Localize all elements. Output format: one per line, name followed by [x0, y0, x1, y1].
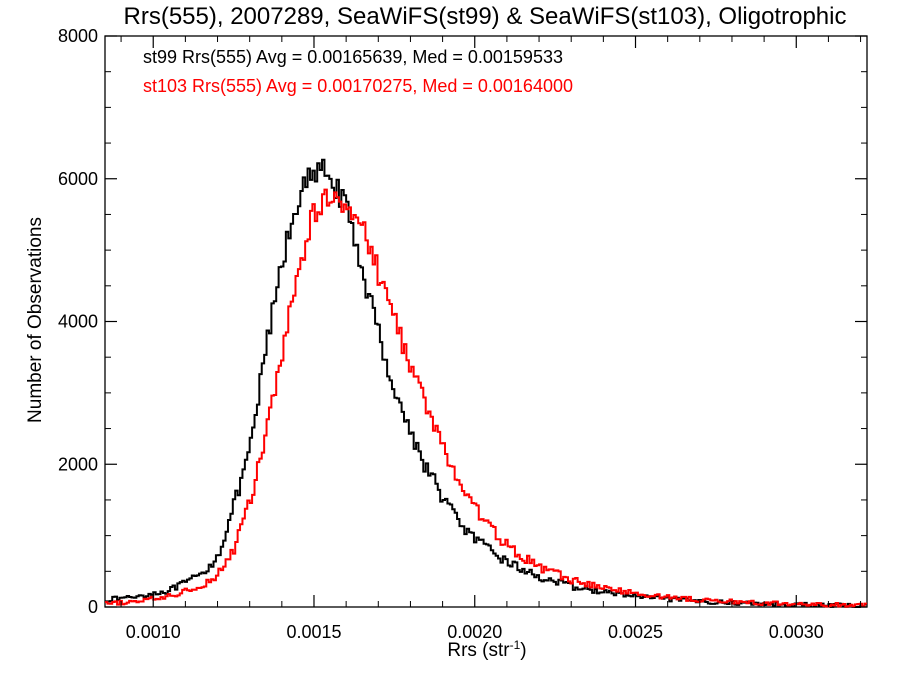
- histogram-series-st99: [105, 158, 867, 608]
- y-tick-label: 4000: [58, 312, 98, 332]
- y-tick-label: 8000: [58, 26, 98, 46]
- x-axis-label: Rrs (str-1): [447, 638, 526, 661]
- legend-entry-st99: st99 Rrs(555) Avg = 0.00165639, Med = 0.…: [143, 47, 563, 67]
- x-tick-label: 0.0020: [447, 622, 502, 642]
- histogram-series-st103: [105, 188, 867, 608]
- x-axis-label-main: Rrs (str: [447, 640, 510, 661]
- legend: st99 Rrs(555) Avg = 0.00165639, Med = 0.…: [143, 47, 573, 96]
- series-layer: [105, 158, 867, 608]
- x-tick-label: 0.0015: [286, 622, 341, 642]
- chart-title: Rrs(555), 2007289, SeaWiFS(st99) & SeaWi…: [124, 3, 847, 30]
- legend-entry-st103: st103 Rrs(555) Avg = 0.00170275, Med = 0…: [143, 76, 573, 96]
- axis-ticks: 0.0010 0.0015 0.0020 0.0025 0.0030 0 2000 4000 6…: [58, 26, 867, 642]
- x-tick-label: 0.0025: [608, 622, 663, 642]
- y-tick-label: 2000: [58, 454, 98, 474]
- y-tick-label: 0: [88, 597, 98, 617]
- y-tick-label: 6000: [58, 169, 98, 189]
- x-axis-label-superscript: -1: [510, 638, 521, 652]
- x-tick-label: 0.0010: [126, 622, 181, 642]
- x-axis-label-tail: ): [520, 640, 526, 661]
- y-axis-label: Number of Observations: [25, 217, 46, 423]
- x-tick-label: 0.0030: [769, 622, 824, 642]
